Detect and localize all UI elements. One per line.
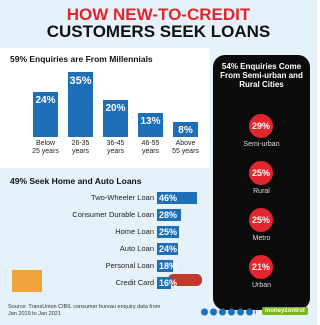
- y-tick-label: Credit Card: [40, 278, 154, 287]
- chart-title: 54% Enquiries Come From Semi-urban and R…: [218, 62, 305, 89]
- building-icon: [12, 270, 42, 292]
- value-label: 28%: [159, 210, 177, 220]
- value-label: 24%: [33, 95, 58, 106]
- value-label: 18%: [159, 261, 177, 271]
- value-label: 46%: [159, 193, 177, 203]
- x-tick-label: 46-55 years: [132, 140, 169, 156]
- category-label: Rural: [218, 188, 305, 196]
- social-icons: [200, 308, 256, 316]
- value-label: 13%: [138, 116, 163, 127]
- value-label: 8%: [173, 125, 198, 136]
- y-tick-label: Consumer Durable Loan: [40, 210, 154, 219]
- y-tick-label: Personal Loan: [40, 261, 154, 270]
- value-label: 16%: [159, 278, 177, 288]
- category-label: Urban: [218, 282, 305, 290]
- y-tick-label: Two-Wheeler Loan: [40, 193, 154, 202]
- x-tick-label: Above 55 years: [167, 140, 204, 156]
- x-tick-label: 36-45 years: [97, 140, 134, 156]
- value-label: 20%: [103, 103, 128, 114]
- circle-marker: 25%: [249, 161, 273, 185]
- value-label: 25%: [159, 227, 177, 237]
- title: HOW NEW-TO-CREDIT: [0, 6, 317, 23]
- x-tick-label: 26-35 years: [62, 140, 99, 156]
- value-label: 35%: [68, 75, 93, 87]
- y-tick-label: Home Loan: [40, 227, 154, 236]
- title: CUSTOMERS SEEK LOANS: [0, 23, 317, 40]
- chart-title: 59% Enquiries are From Millennials: [10, 54, 153, 64]
- brand-logo: moneycontrol: [262, 307, 308, 315]
- category-label: Metro: [218, 235, 305, 243]
- chart-title: 49% Seek Home and Auto Loans: [10, 176, 141, 186]
- infographic: HOW NEW-TO-CREDIT CUSTOMERS SEEK LOANS 5…: [0, 0, 317, 325]
- y-tick-label: Auto Loan: [40, 244, 154, 253]
- circle-marker: 25%: [249, 208, 273, 232]
- category-label: Semi-urban: [218, 141, 305, 149]
- circle-marker: 29%: [249, 114, 273, 138]
- value-label: 24%: [159, 244, 177, 254]
- source: Source: TransUnion CIBIL consumer bureau…: [8, 304, 168, 318]
- x-tick-label: Below 25 years: [27, 140, 64, 156]
- circle-marker: 21%: [249, 255, 273, 279]
